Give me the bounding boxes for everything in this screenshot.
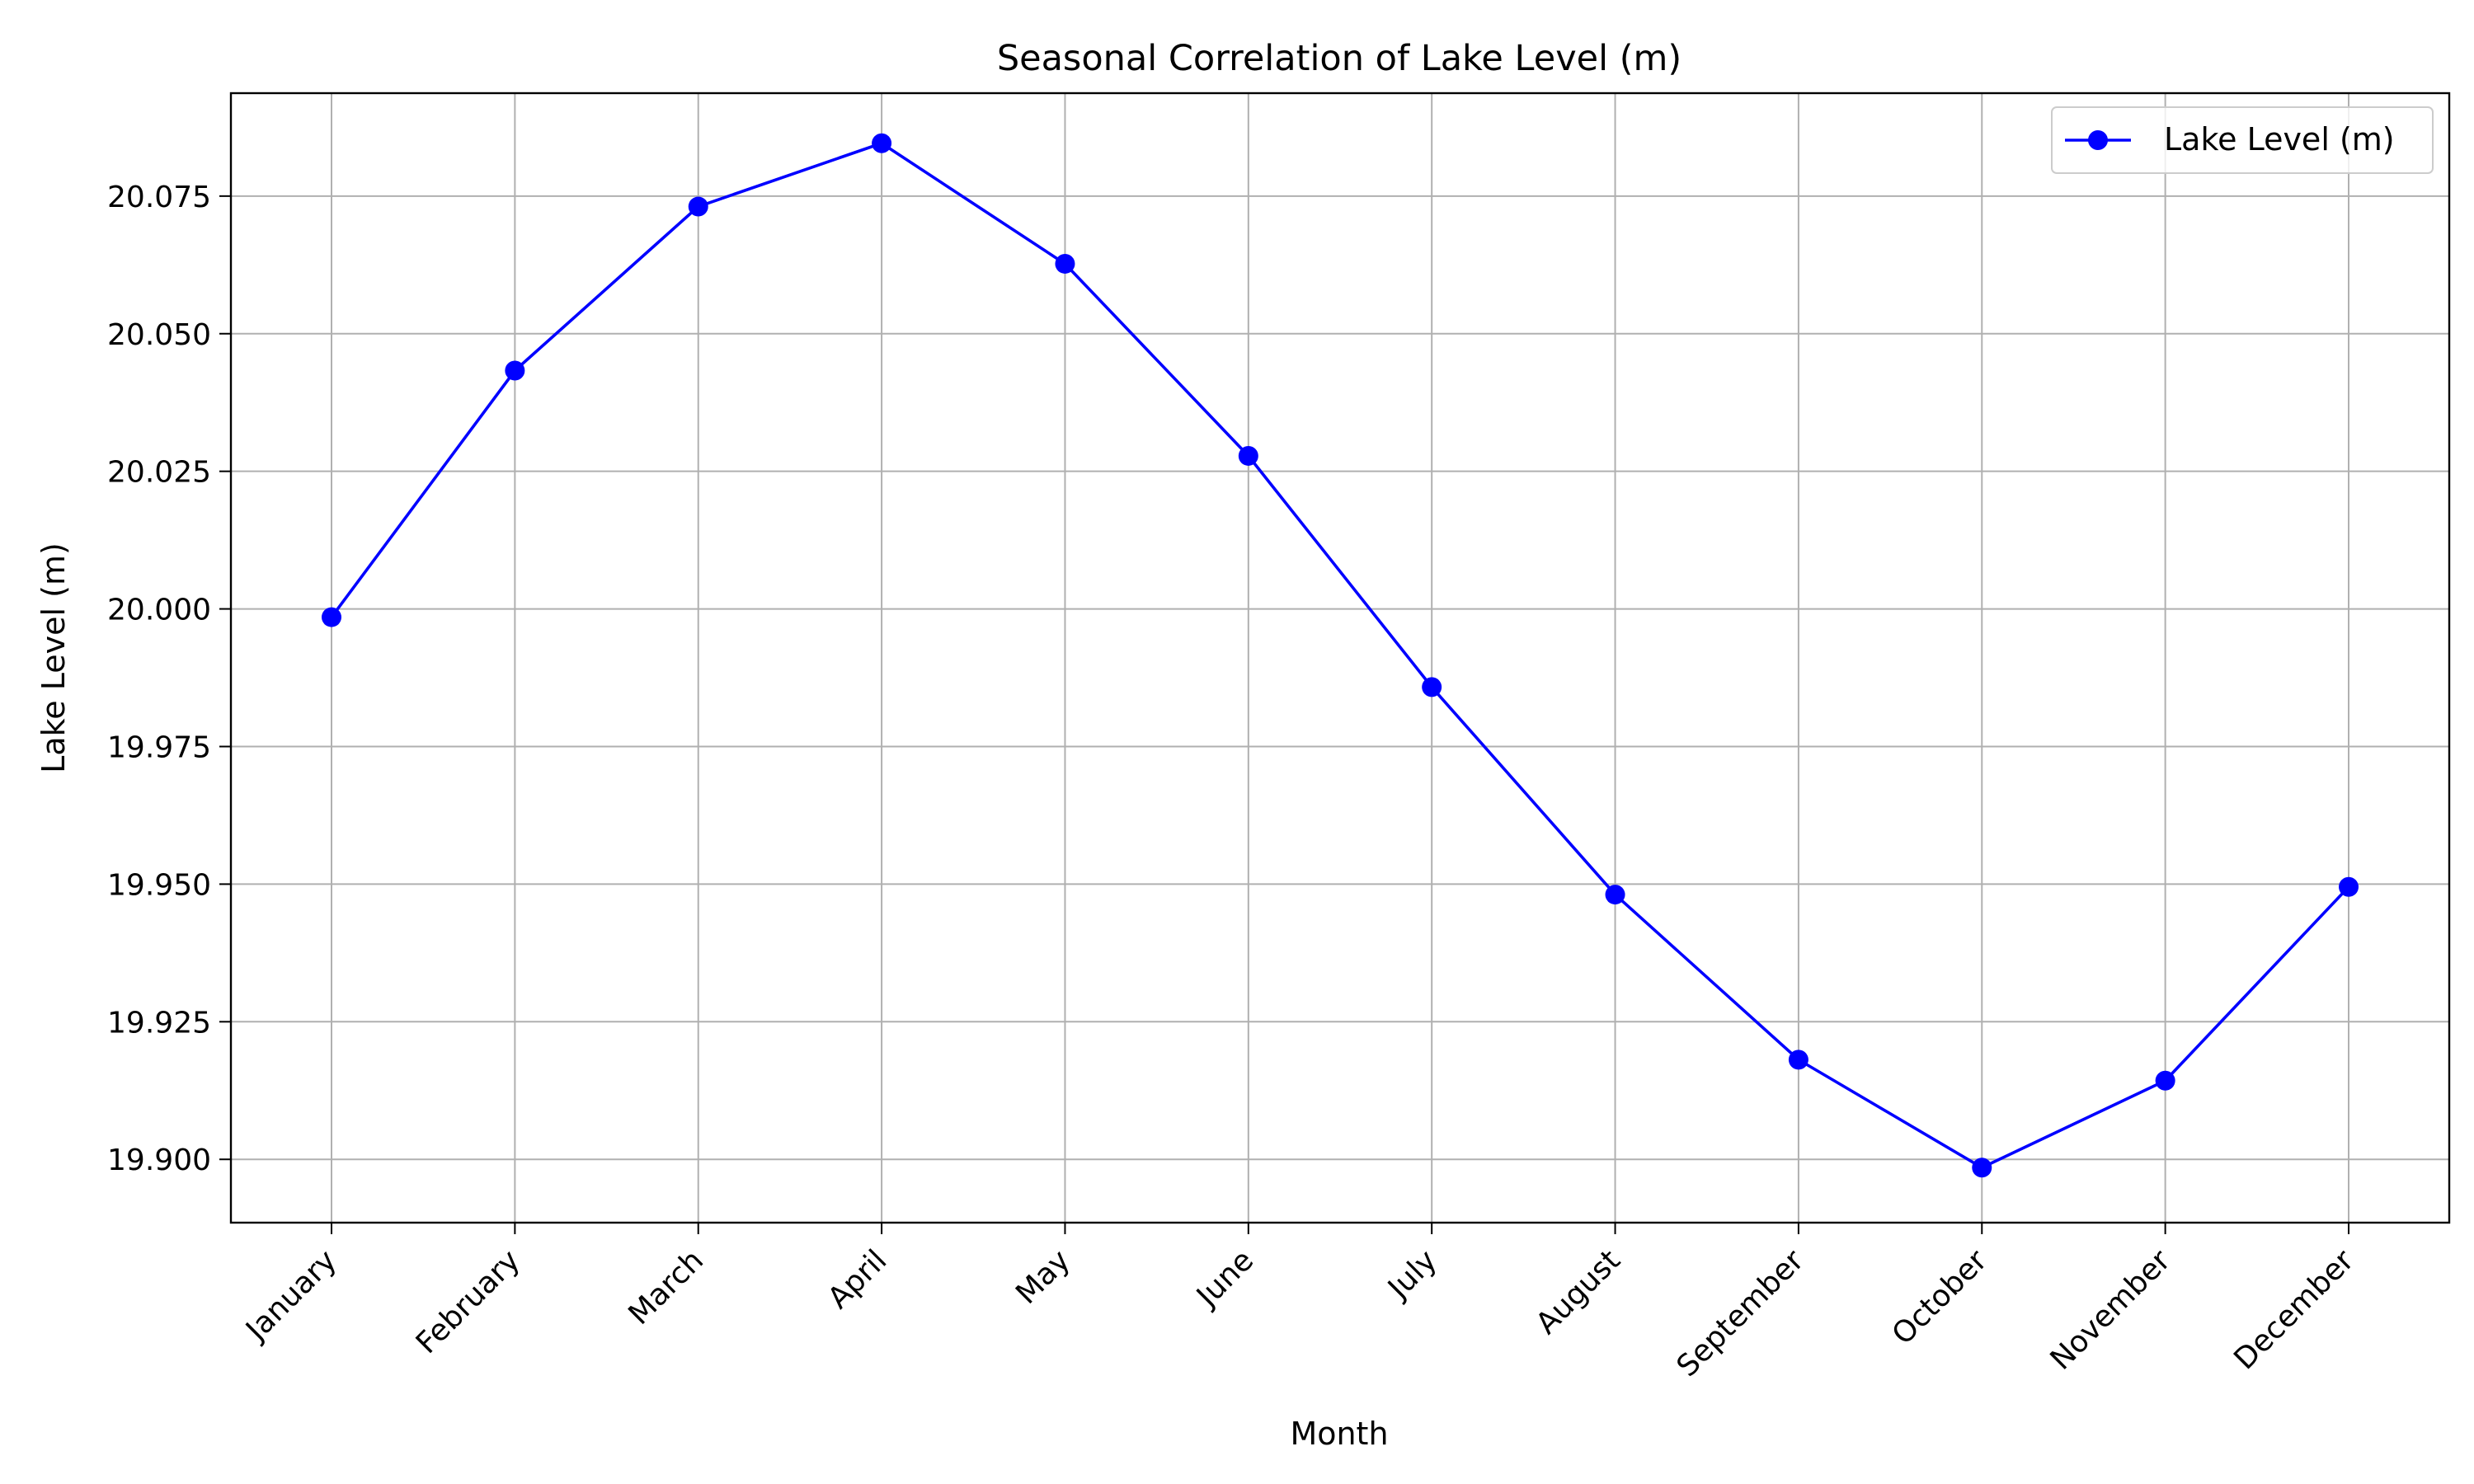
data-point (505, 360, 525, 381)
data-point (1605, 885, 1625, 905)
y-tick-label: 20.050 (107, 318, 211, 352)
series-layer (322, 133, 2359, 1178)
data-point (688, 196, 708, 217)
data-point (1972, 1158, 1992, 1178)
data-point (1238, 445, 1258, 466)
y-tick-label: 19.975 (107, 730, 211, 764)
y-tick-label: 20.000 (107, 594, 211, 627)
legend: Lake Level (m) (2051, 106, 2434, 174)
legend-marker (2088, 130, 2108, 150)
data-point (2155, 1070, 2175, 1091)
data-point (2339, 876, 2359, 897)
x-axis-label: Month (1290, 1416, 1388, 1452)
y-tick-label: 19.900 (107, 1144, 211, 1177)
y-tick-label: 20.075 (107, 181, 211, 214)
grid-lines (231, 93, 2449, 1223)
data-point (1422, 677, 1442, 697)
plot-frame (229, 92, 2451, 1224)
data-point (1055, 253, 1075, 274)
y-tick-label: 19.950 (107, 868, 211, 902)
y-tick-label: 20.025 (107, 456, 211, 490)
data-point (1788, 1050, 1808, 1070)
y-tick-label: 19.925 (107, 1006, 211, 1040)
data-point (322, 607, 341, 627)
legend-entry-lake-level: Lake Level (m) (2164, 121, 2395, 157)
chart-title: Seasonal Correlation of Lake Level (m) (997, 38, 1681, 79)
legend-frame (2051, 106, 2434, 174)
y-axis-label: Lake Level (m) (35, 542, 72, 773)
data-point (872, 133, 892, 153)
series-line (330, 141, 2350, 1170)
